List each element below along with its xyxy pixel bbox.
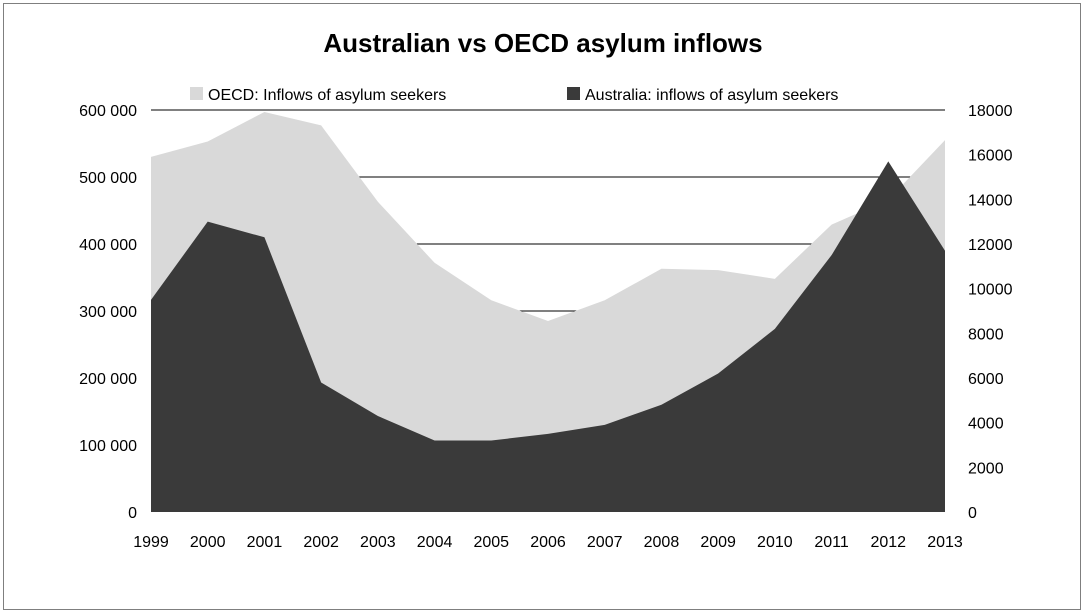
x-axis-tick-label: 2008	[644, 534, 680, 551]
x-axis-tick-label: 2003	[360, 534, 396, 551]
x-axis-tick-label: 1999	[133, 534, 169, 551]
right-y-axis: 0 2000 4000 6000 8000 10000 12000 14000 16000 180…	[968, 103, 1013, 522]
right-axis-tick-label: 0	[968, 505, 977, 522]
legend-swatch-oecd	[190, 87, 203, 100]
chart-title: Australian vs OECD asylum inflows	[323, 28, 762, 58]
x-axis-tick-label: 2002	[303, 534, 339, 551]
legend-label-australia: Australia: inflows of asylum seekers	[585, 87, 838, 104]
x-axis: 1999 2000 2001 2002 2003 2004 2005 2006 2007 2008…	[133, 534, 963, 551]
x-axis-tick-label: 2012	[870, 534, 906, 551]
plot-area	[151, 109, 945, 512]
left-axis-tick-label: 200 000	[79, 371, 137, 388]
right-axis-tick-label: 4000	[968, 416, 1004, 433]
australia-area	[151, 161, 945, 512]
left-axis-tick-label: 500 000	[79, 170, 137, 187]
x-axis-tick-label: 2013	[927, 534, 963, 551]
right-axis-tick-label: 6000	[968, 371, 1004, 388]
right-axis-tick-label: 10000	[968, 282, 1013, 299]
legend: OECD: Inflows of asylum seekers Australi…	[190, 87, 838, 104]
right-axis-tick-label: 2000	[968, 460, 1004, 477]
x-axis-tick-label: 2009	[700, 534, 736, 551]
right-axis-tick-label: 16000	[968, 148, 1013, 165]
x-axis-tick-label: 2000	[190, 534, 226, 551]
left-axis-tick-label: 600 000	[79, 103, 137, 120]
right-axis-tick-label: 12000	[968, 237, 1013, 254]
right-axis-tick-label: 8000	[968, 326, 1004, 343]
x-axis-tick-label: 2007	[587, 534, 623, 551]
left-axis-tick-label: 0	[128, 505, 137, 522]
x-axis-tick-label: 2010	[757, 534, 793, 551]
left-axis-tick-label: 400 000	[79, 237, 137, 254]
left-axis-tick-label: 100 000	[79, 438, 137, 455]
legend-label-oecd: OECD: Inflows of asylum seekers	[208, 87, 446, 104]
right-axis-tick-label: 18000	[968, 103, 1013, 120]
x-axis-tick-label: 2005	[473, 534, 509, 551]
right-axis-tick-label: 14000	[968, 192, 1013, 209]
x-axis-tick-label: 2006	[530, 534, 566, 551]
legend-swatch-australia	[567, 87, 580, 100]
x-axis-tick-label: 2011	[814, 534, 849, 551]
left-axis-tick-label: 300 000	[79, 304, 137, 321]
x-axis-tick-label: 2004	[417, 534, 453, 551]
left-y-axis: 0 100 000 200 000 300 000 400 000 500 000 600 …	[79, 103, 137, 522]
x-axis-tick-label: 2001	[247, 534, 283, 551]
